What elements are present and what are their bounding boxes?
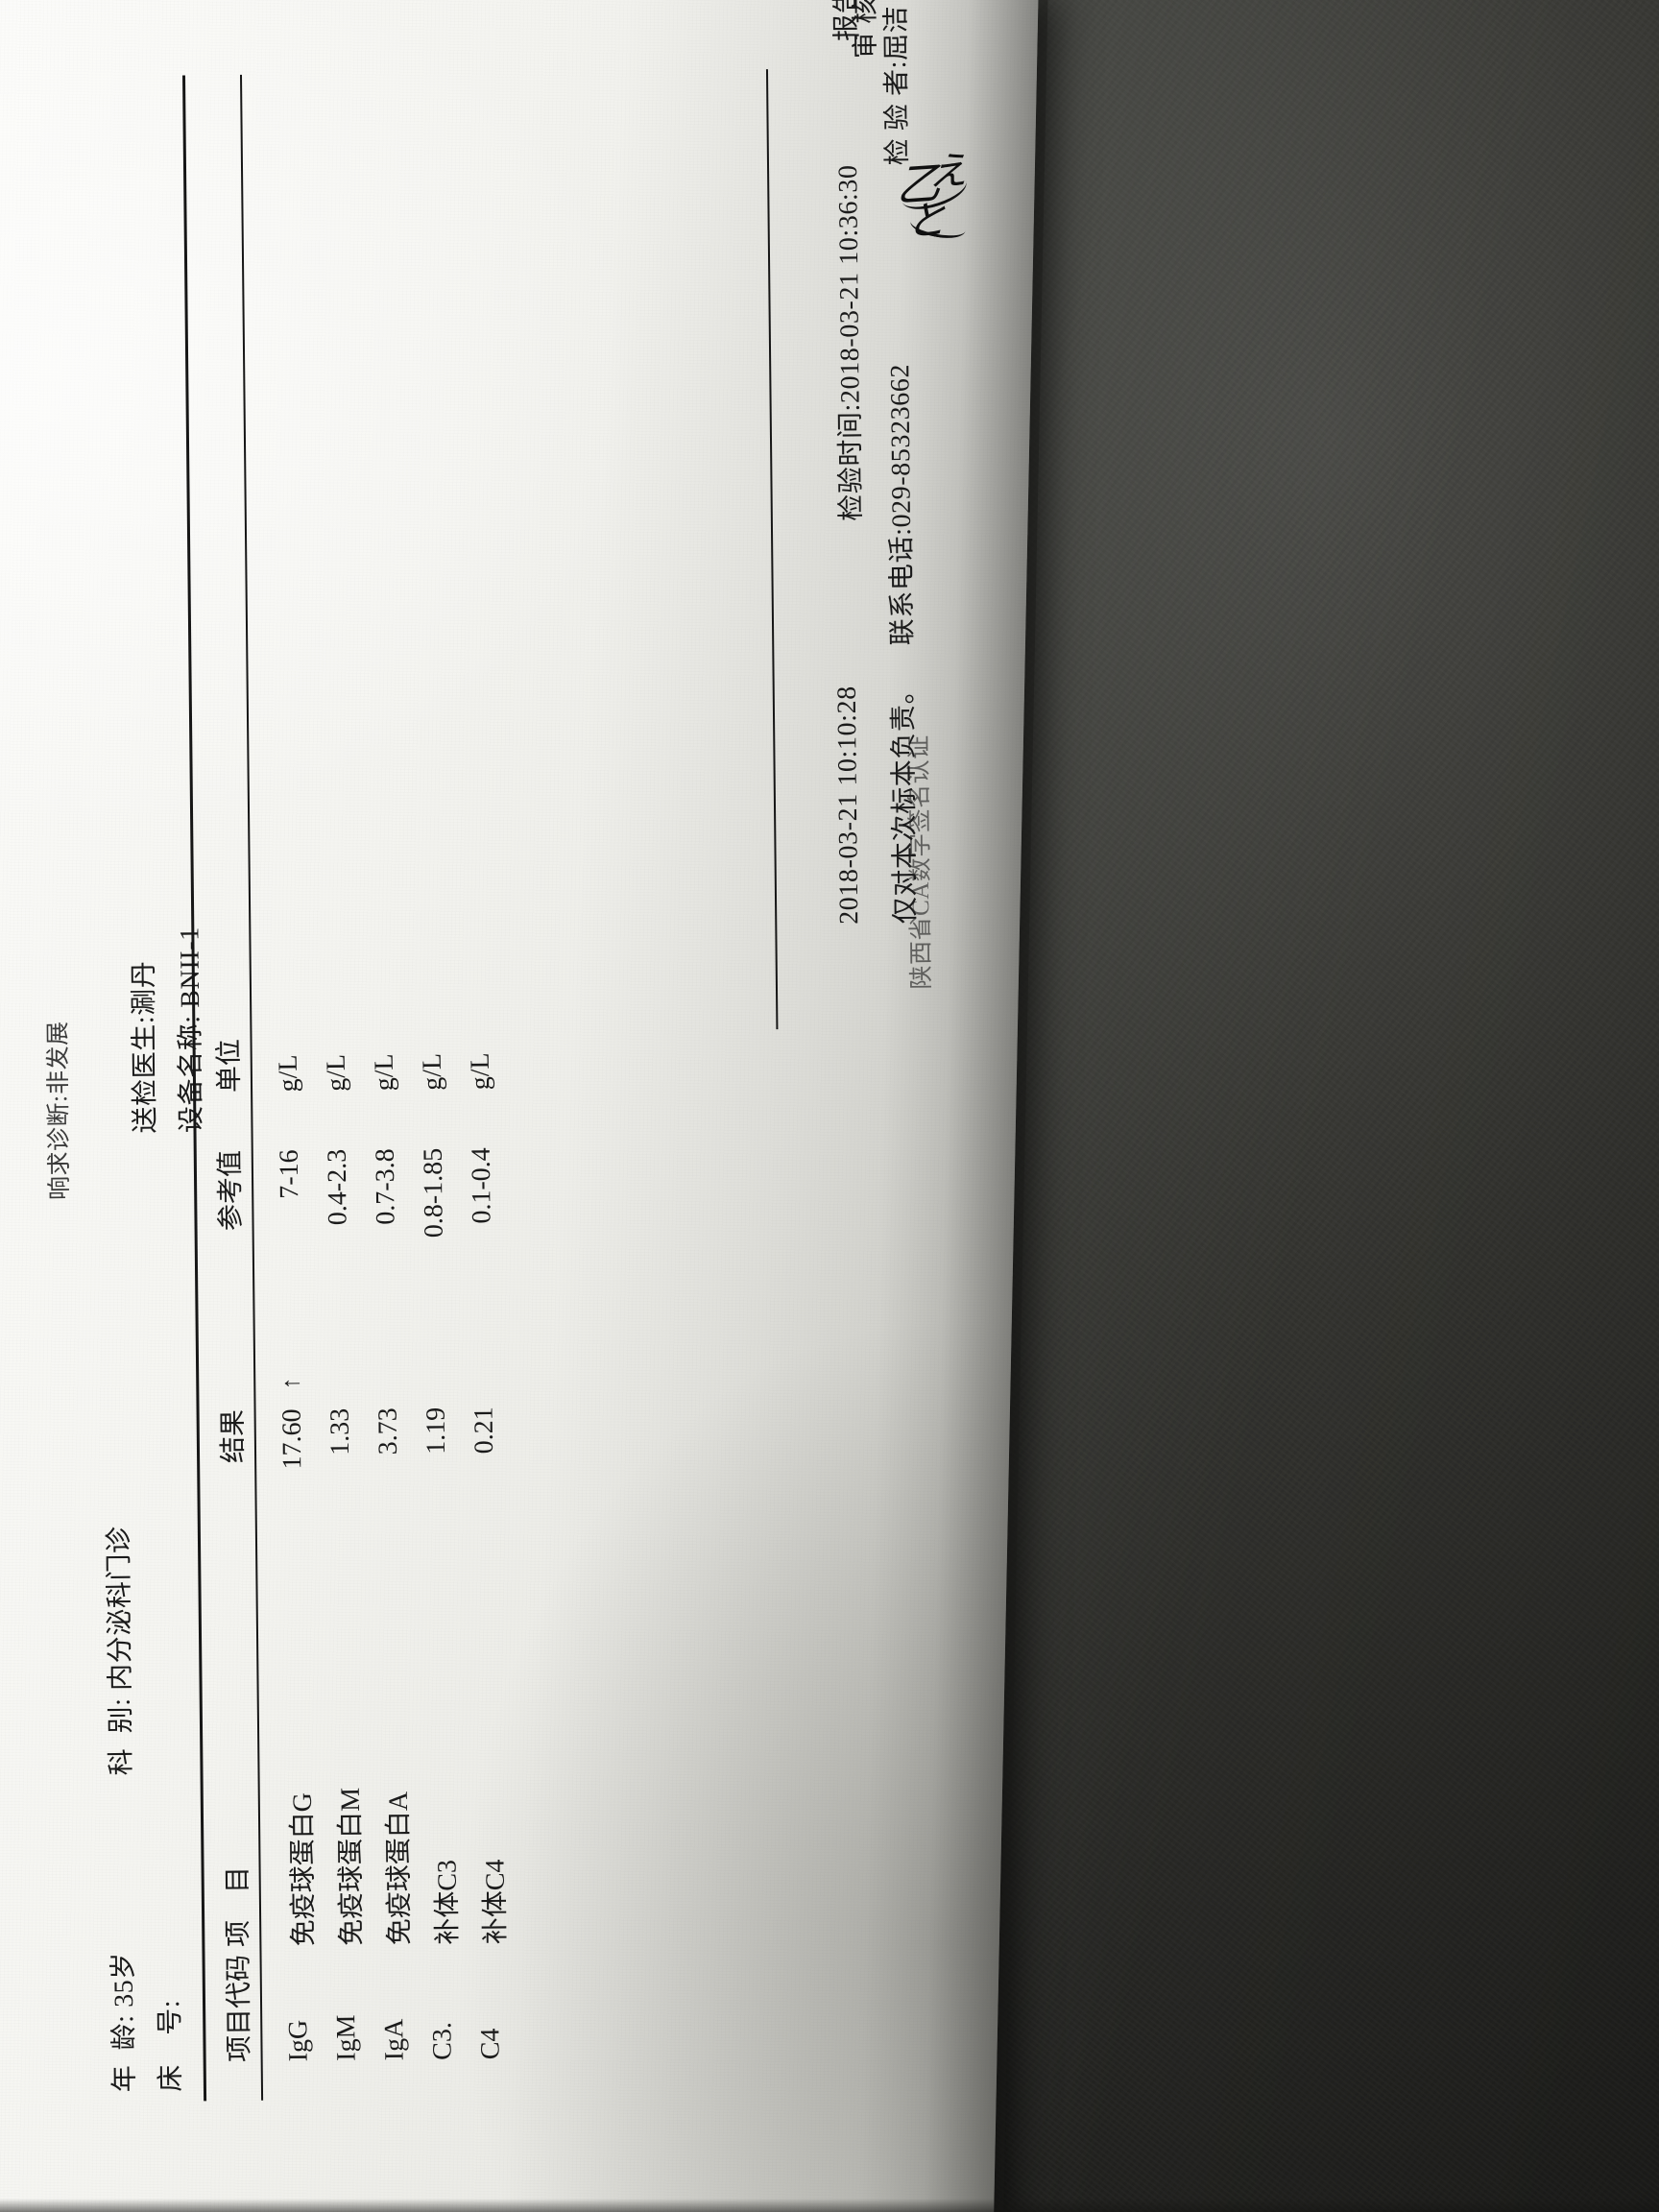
table-row: 免疫球蛋白G [281, 1792, 322, 1947]
table-row: 0.4-2.3 [323, 1149, 355, 1332]
table-row: g/L [322, 1054, 352, 1092]
table-row: IgA [379, 2019, 410, 2061]
table-row: IgG [283, 2020, 314, 2062]
reviewer-signature: 乙 え と [893, 144, 1008, 250]
table-row: g/L [418, 1053, 448, 1091]
report-content: 响求诊断:非发展 年 龄: 35岁 床 号: 科 别: 内分泌科门诊 送检医生… [36, 47, 1037, 2093]
table-row: 0.21 [469, 1407, 501, 1522]
patient-department: 科 别: 内分泌科门诊 [98, 1526, 139, 1775]
table-row: g/L [466, 1052, 496, 1090]
table-row: C3. [427, 2022, 458, 2060]
table-row: g/L [370, 1053, 400, 1091]
table-row: 0.7-3.8 [371, 1148, 403, 1331]
table-row: 3.73 [373, 1407, 405, 1523]
results-rows: IgG 免疫球蛋白G 17.60 ↑ 7-16 g/L IgM 免疫球蛋白M 1… [263, 84, 284, 2062]
photo-bottom-crop [0, 2199, 1659, 2212]
ca-signature-note: 陕西省CA数字签名认证 [900, 734, 937, 990]
table-row: g/L [274, 1054, 304, 1092]
table-row: 免疫球蛋白M [329, 1788, 370, 1946]
th-name: 项 目 [217, 1866, 256, 1947]
table-row: 补体C4 [473, 1859, 513, 1944]
table-row: IgM [331, 2014, 363, 2061]
th-reference: 参考值 [209, 1150, 250, 1333]
patient-bed: 床 号: [149, 2000, 188, 2092]
th-unit: 单位 [208, 1039, 248, 1093]
photo-canvas: 响求诊断:非发展 年 龄: 35岁 床 号: 科 别: 内分泌科门诊 送检医生… [0, 0, 1659, 2212]
table-row: 0.8-1.85 [419, 1148, 451, 1331]
table-row: 1.19 [421, 1407, 453, 1523]
table-row: 0.1-0.4 [467, 1147, 499, 1330]
contact-phone: 联系电话:029-85323662 [848, 363, 951, 711]
table-row: 免疫球蛋白A [377, 1791, 418, 1946]
th-code: 项目代码 [218, 1955, 257, 2062]
table-row: 7-16 [275, 1149, 307, 1332]
patient-age: 年 龄: 35岁 [102, 1952, 142, 2093]
table-row: 17.60 [277, 1408, 309, 1524]
table-row: C4 [475, 2028, 506, 2059]
top-cut-text: 响求诊断:非发展 [38, 1021, 75, 1200]
table-row: 补体C3 [425, 1860, 465, 1945]
reviewer-label: 审 核 者: [844, 0, 883, 59]
footer-top-rule [766, 69, 778, 1029]
table-row: 1.33 [325, 1408, 357, 1524]
th-result: 结果 [212, 1409, 252, 1525]
high-flag-icon: ↑ [276, 1377, 305, 1389]
